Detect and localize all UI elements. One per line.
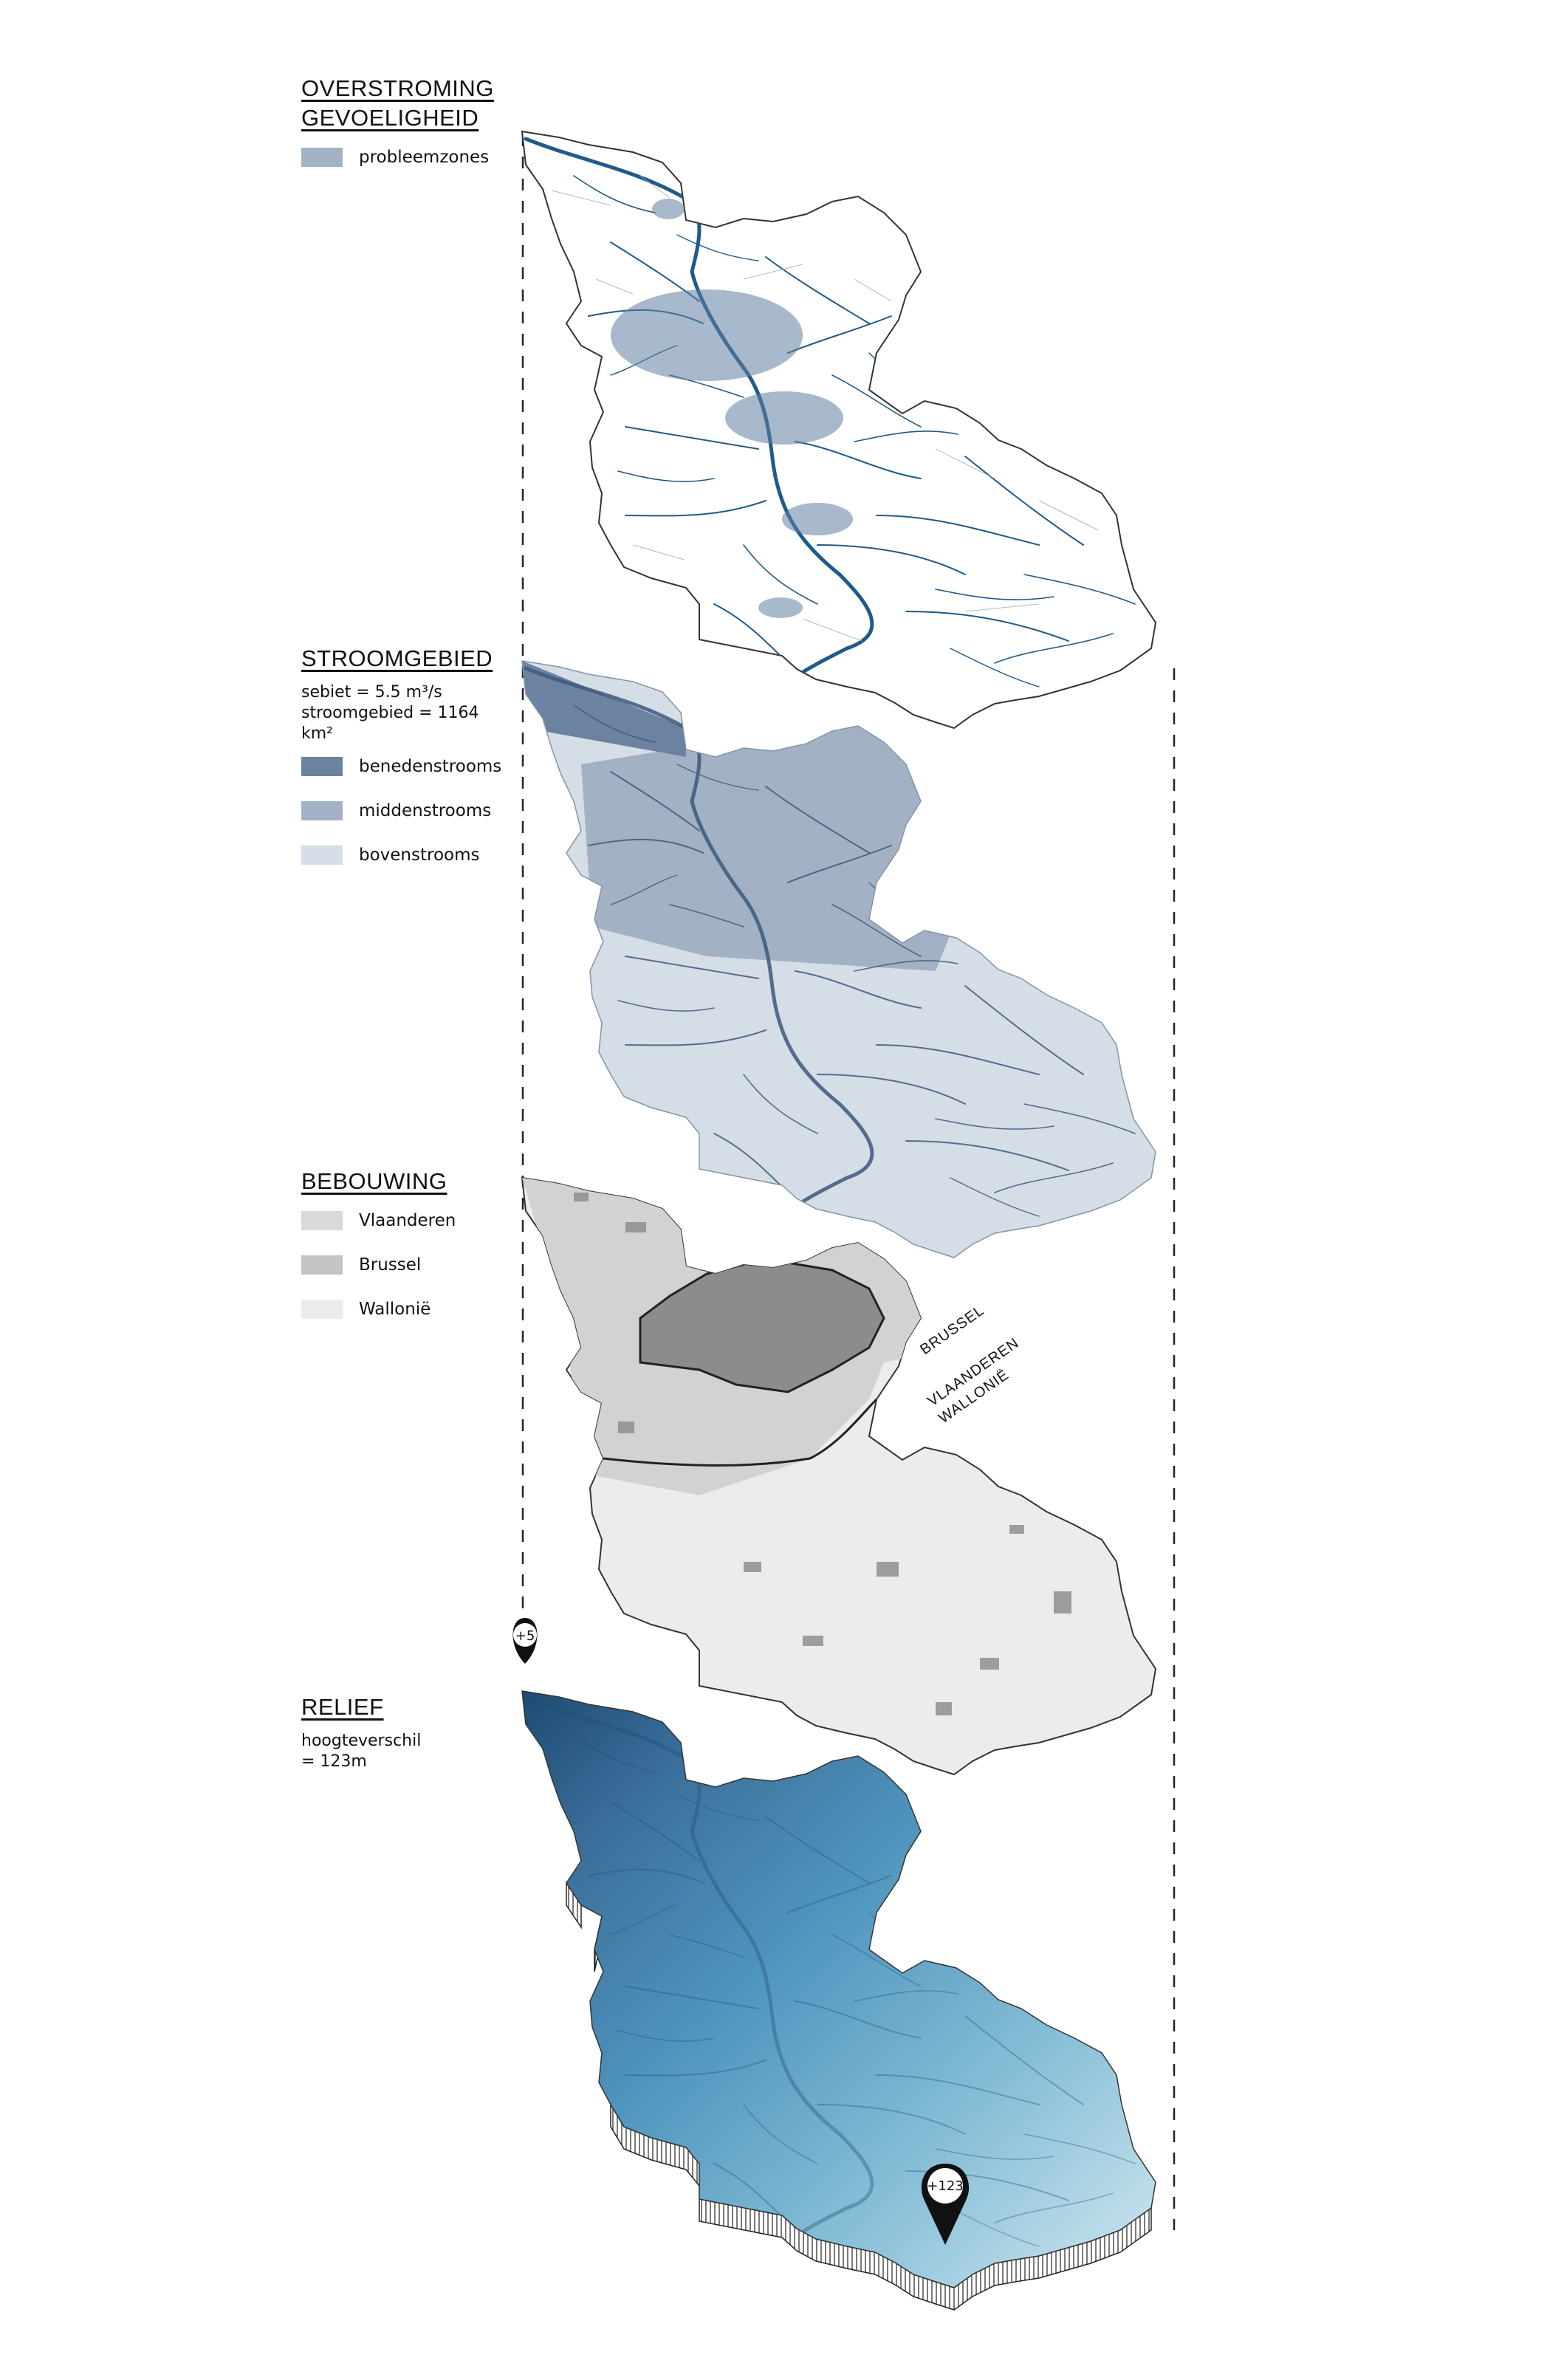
legend-swatch (301, 1255, 343, 1275)
buildings-title: BEBOUWING (301, 1168, 447, 1194)
legend-swatch (301, 1211, 343, 1230)
legend-label: Wallonië (359, 1300, 431, 1319)
legend-label: Vlaanderen (359, 1211, 456, 1230)
legend-item-benedenstrooms: benedenstrooms (301, 754, 501, 779)
legend-item-probleemzones: probleemzones (301, 145, 489, 170)
legend-label: Brussel (359, 1255, 422, 1275)
projection-guides (521, 134, 1176, 2230)
map-label-brussel: BRUSSEL (917, 1303, 987, 1359)
relief-note-line2: = 123m (301, 1752, 367, 1771)
legend-item-bovenstrooms: bovenstrooms (301, 843, 480, 868)
midstream-zone (581, 705, 965, 971)
basin-note-discharge: sebiet = 5.5 m³/s (301, 683, 442, 702)
legend-label: middenstrooms (359, 801, 492, 820)
basin-note-area: stroomgebied = 1164 (301, 704, 479, 722)
flood-title-line2: GEVOELIGHEID (301, 105, 479, 131)
legend-label: bovenstrooms (359, 846, 480, 865)
legend-item-middenstrooms: middenstrooms (301, 798, 491, 823)
basin-title: STROOMGEBIED (301, 645, 493, 671)
buildings-map: BRUSSEL VLAANDEREN WALLONIË (521, 1177, 1156, 1775)
basin-note-unit: km² (301, 724, 333, 743)
relief-map (521, 1690, 1156, 2311)
flood-sensitivity-map (521, 131, 1156, 729)
legend-swatch (301, 801, 343, 820)
legend-swatch (301, 148, 343, 167)
relief-note-line1: hoogteverschil (301, 1732, 422, 1750)
legend-swatch (301, 846, 343, 865)
elevation-pin-high: +123 (921, 2164, 970, 2245)
brussels-region (639, 1258, 885, 1393)
pin-low-label: +5 (515, 1628, 535, 1644)
pin-high-label: +123 (927, 2178, 963, 2194)
relief-title: RELIEF (301, 1694, 384, 1720)
legend-label: probleemzones (359, 148, 490, 167)
legend-swatch (301, 757, 343, 776)
legend-label: benedenstrooms (359, 757, 502, 776)
flood-title-line1: OVERSTROMING (301, 75, 494, 101)
legend-item-vlaanderen: Vlaanderen (301, 1208, 456, 1233)
legend-item-wallonie: Wallonië (301, 1297, 431, 1322)
legend-item-brussel: Brussel (301, 1252, 421, 1278)
legend-swatch (301, 1300, 343, 1319)
drainage-basin-map (521, 660, 1156, 1258)
downstream-zone (522, 661, 686, 757)
flood-problem-zones (611, 199, 853, 618)
elevation-pin-low: +5 (512, 1618, 538, 1664)
